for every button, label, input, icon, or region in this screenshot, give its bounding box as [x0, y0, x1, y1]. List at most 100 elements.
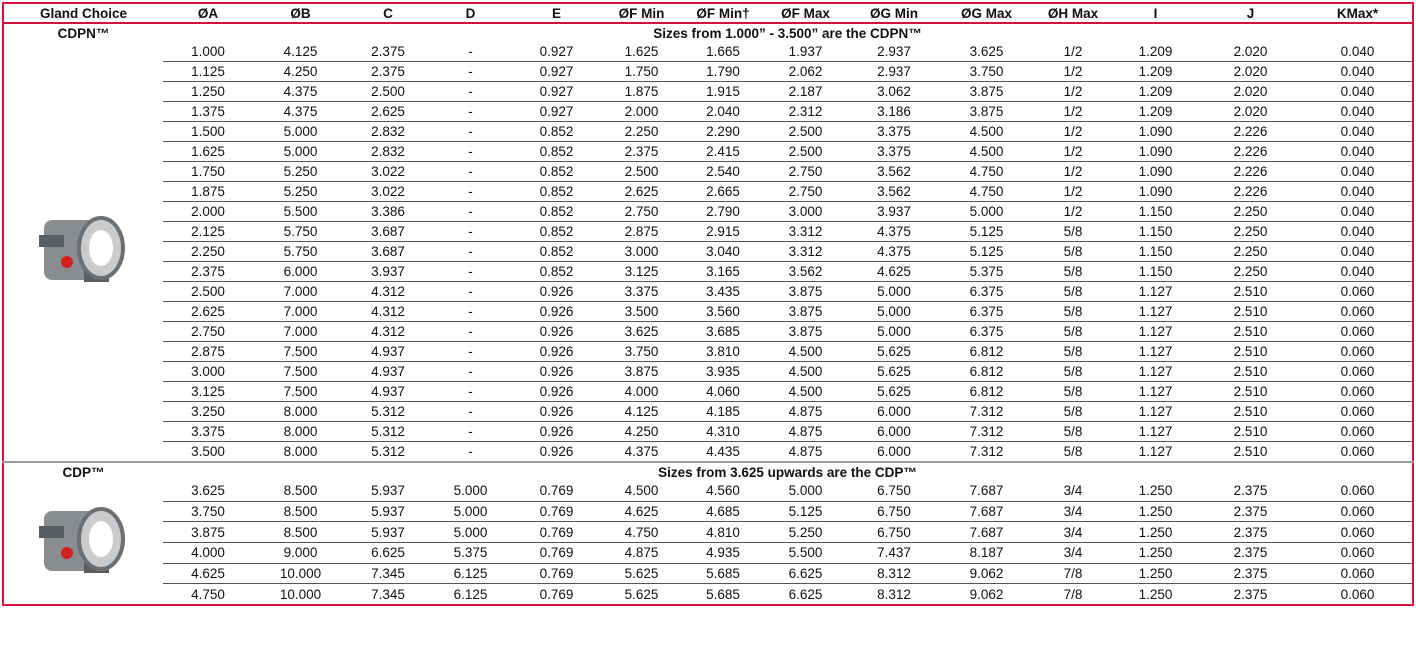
data-cell: 4.875 — [600, 542, 683, 563]
data-cell: 2.226 — [1198, 162, 1303, 182]
section-note: Sizes from 1.000” - 3.500” are the CDPN™ — [163, 23, 1413, 42]
data-cell: - — [428, 342, 513, 362]
data-cell: 1.209 — [1113, 102, 1198, 122]
seal-bore — [89, 521, 113, 557]
data-cell: 3.687 — [348, 242, 428, 262]
data-cell: 1.790 — [683, 62, 763, 82]
data-cell: 3.375 — [600, 282, 683, 302]
data-cell: 2.915 — [683, 222, 763, 242]
data-cell: 2.375 — [600, 142, 683, 162]
data-cell: 8.312 — [848, 563, 940, 584]
data-cell: 2.510 — [1198, 402, 1303, 422]
data-cell: 2.226 — [1198, 182, 1303, 202]
data-cell: 4.937 — [348, 342, 428, 362]
data-cell: 1.150 — [1113, 202, 1198, 222]
data-cell: 0.060 — [1303, 481, 1413, 501]
data-cell: 2.375 — [348, 42, 428, 62]
data-cell: 0.060 — [1303, 542, 1413, 563]
data-cell: 5.625 — [600, 584, 683, 605]
data-cell: 3.062 — [848, 82, 940, 102]
data-cell: 2.875 — [163, 342, 253, 362]
data-cell: - — [428, 162, 513, 182]
data-cell: 1/2 — [1033, 122, 1113, 142]
data-cell: 0.927 — [513, 62, 600, 82]
data-cell: 2.832 — [348, 122, 428, 142]
data-cell: 0.927 — [513, 42, 600, 62]
data-cell: 5/8 — [1033, 262, 1113, 282]
data-cell: 2.510 — [1198, 422, 1303, 442]
data-cell: 1/2 — [1033, 142, 1113, 162]
data-cell: 8.500 — [253, 481, 348, 501]
data-cell: 3.022 — [348, 182, 428, 202]
data-cell: 7.687 — [940, 481, 1033, 501]
data-cell: 5.500 — [763, 542, 848, 563]
data-cell: 2.750 — [763, 162, 848, 182]
data-cell: 5.250 — [763, 522, 848, 543]
data-cell: 2.625 — [348, 102, 428, 122]
data-cell: - — [428, 382, 513, 402]
data-cell: 3.500 — [600, 302, 683, 322]
data-cell: 3.186 — [848, 102, 940, 122]
data-cell: 0.927 — [513, 102, 600, 122]
data-cell: 4.000 — [163, 542, 253, 563]
data-cell: 6.000 — [848, 422, 940, 442]
data-cell: 4.375 — [253, 102, 348, 122]
column-header: J — [1198, 3, 1303, 23]
data-cell: 6.375 — [940, 282, 1033, 302]
data-cell: 0.040 — [1303, 102, 1413, 122]
data-cell: 5.937 — [348, 522, 428, 543]
data-cell: 7.312 — [940, 402, 1033, 422]
section-note: Sizes from 3.625 upwards are the CDP™ — [163, 462, 1413, 481]
data-cell: 0.926 — [513, 382, 600, 402]
data-cell: 7.345 — [348, 563, 428, 584]
data-cell: 8.000 — [253, 402, 348, 422]
data-cell: - — [428, 282, 513, 302]
column-header: ØB — [253, 3, 348, 23]
data-cell: 5/8 — [1033, 342, 1113, 362]
column-header: Gland Choice — [3, 3, 163, 23]
data-cell: 3.875 — [940, 102, 1033, 122]
data-cell: 2.375 — [163, 262, 253, 282]
data-cell: 6.750 — [848, 501, 940, 522]
data-cell: 1.209 — [1113, 42, 1198, 62]
data-cell: 0.852 — [513, 162, 600, 182]
data-cell: 4.750 — [163, 584, 253, 605]
data-cell: 7.312 — [940, 442, 1033, 463]
data-cell: 5.312 — [348, 402, 428, 422]
data-cell: 2.125 — [163, 222, 253, 242]
data-cell: 6.000 — [848, 402, 940, 422]
data-cell: 5.250 — [253, 182, 348, 202]
data-cell: 3.000 — [163, 362, 253, 382]
data-cell: - — [428, 242, 513, 262]
data-cell: 7.437 — [848, 542, 940, 563]
data-cell: 0.769 — [513, 584, 600, 605]
data-cell: 1.875 — [163, 182, 253, 202]
data-cell: 5.625 — [848, 382, 940, 402]
data-cell: 2.375 — [348, 62, 428, 82]
data-cell: 3.750 — [600, 342, 683, 362]
data-cell: 5/8 — [1033, 302, 1113, 322]
data-cell: 7.687 — [940, 522, 1033, 543]
column-header: ØG Max — [940, 3, 1033, 23]
data-cell: 1.090 — [1113, 122, 1198, 142]
data-cell: 3.875 — [163, 522, 253, 543]
data-cell: 2.415 — [683, 142, 763, 162]
data-cell: 5.937 — [348, 481, 428, 501]
data-cell: 3.435 — [683, 282, 763, 302]
data-cell: 0.927 — [513, 82, 600, 102]
data-cell: 8.000 — [253, 442, 348, 463]
data-cell: 0.040 — [1303, 142, 1413, 162]
data-cell: 0.060 — [1303, 302, 1413, 322]
data-cell: 8.500 — [253, 501, 348, 522]
data-cell: 0.769 — [513, 481, 600, 501]
seal-plug — [61, 547, 73, 559]
data-cell: 10.000 — [253, 584, 348, 605]
data-cell: 5/8 — [1033, 442, 1113, 463]
data-cell: 2.000 — [600, 102, 683, 122]
data-cell: 5.000 — [428, 501, 513, 522]
